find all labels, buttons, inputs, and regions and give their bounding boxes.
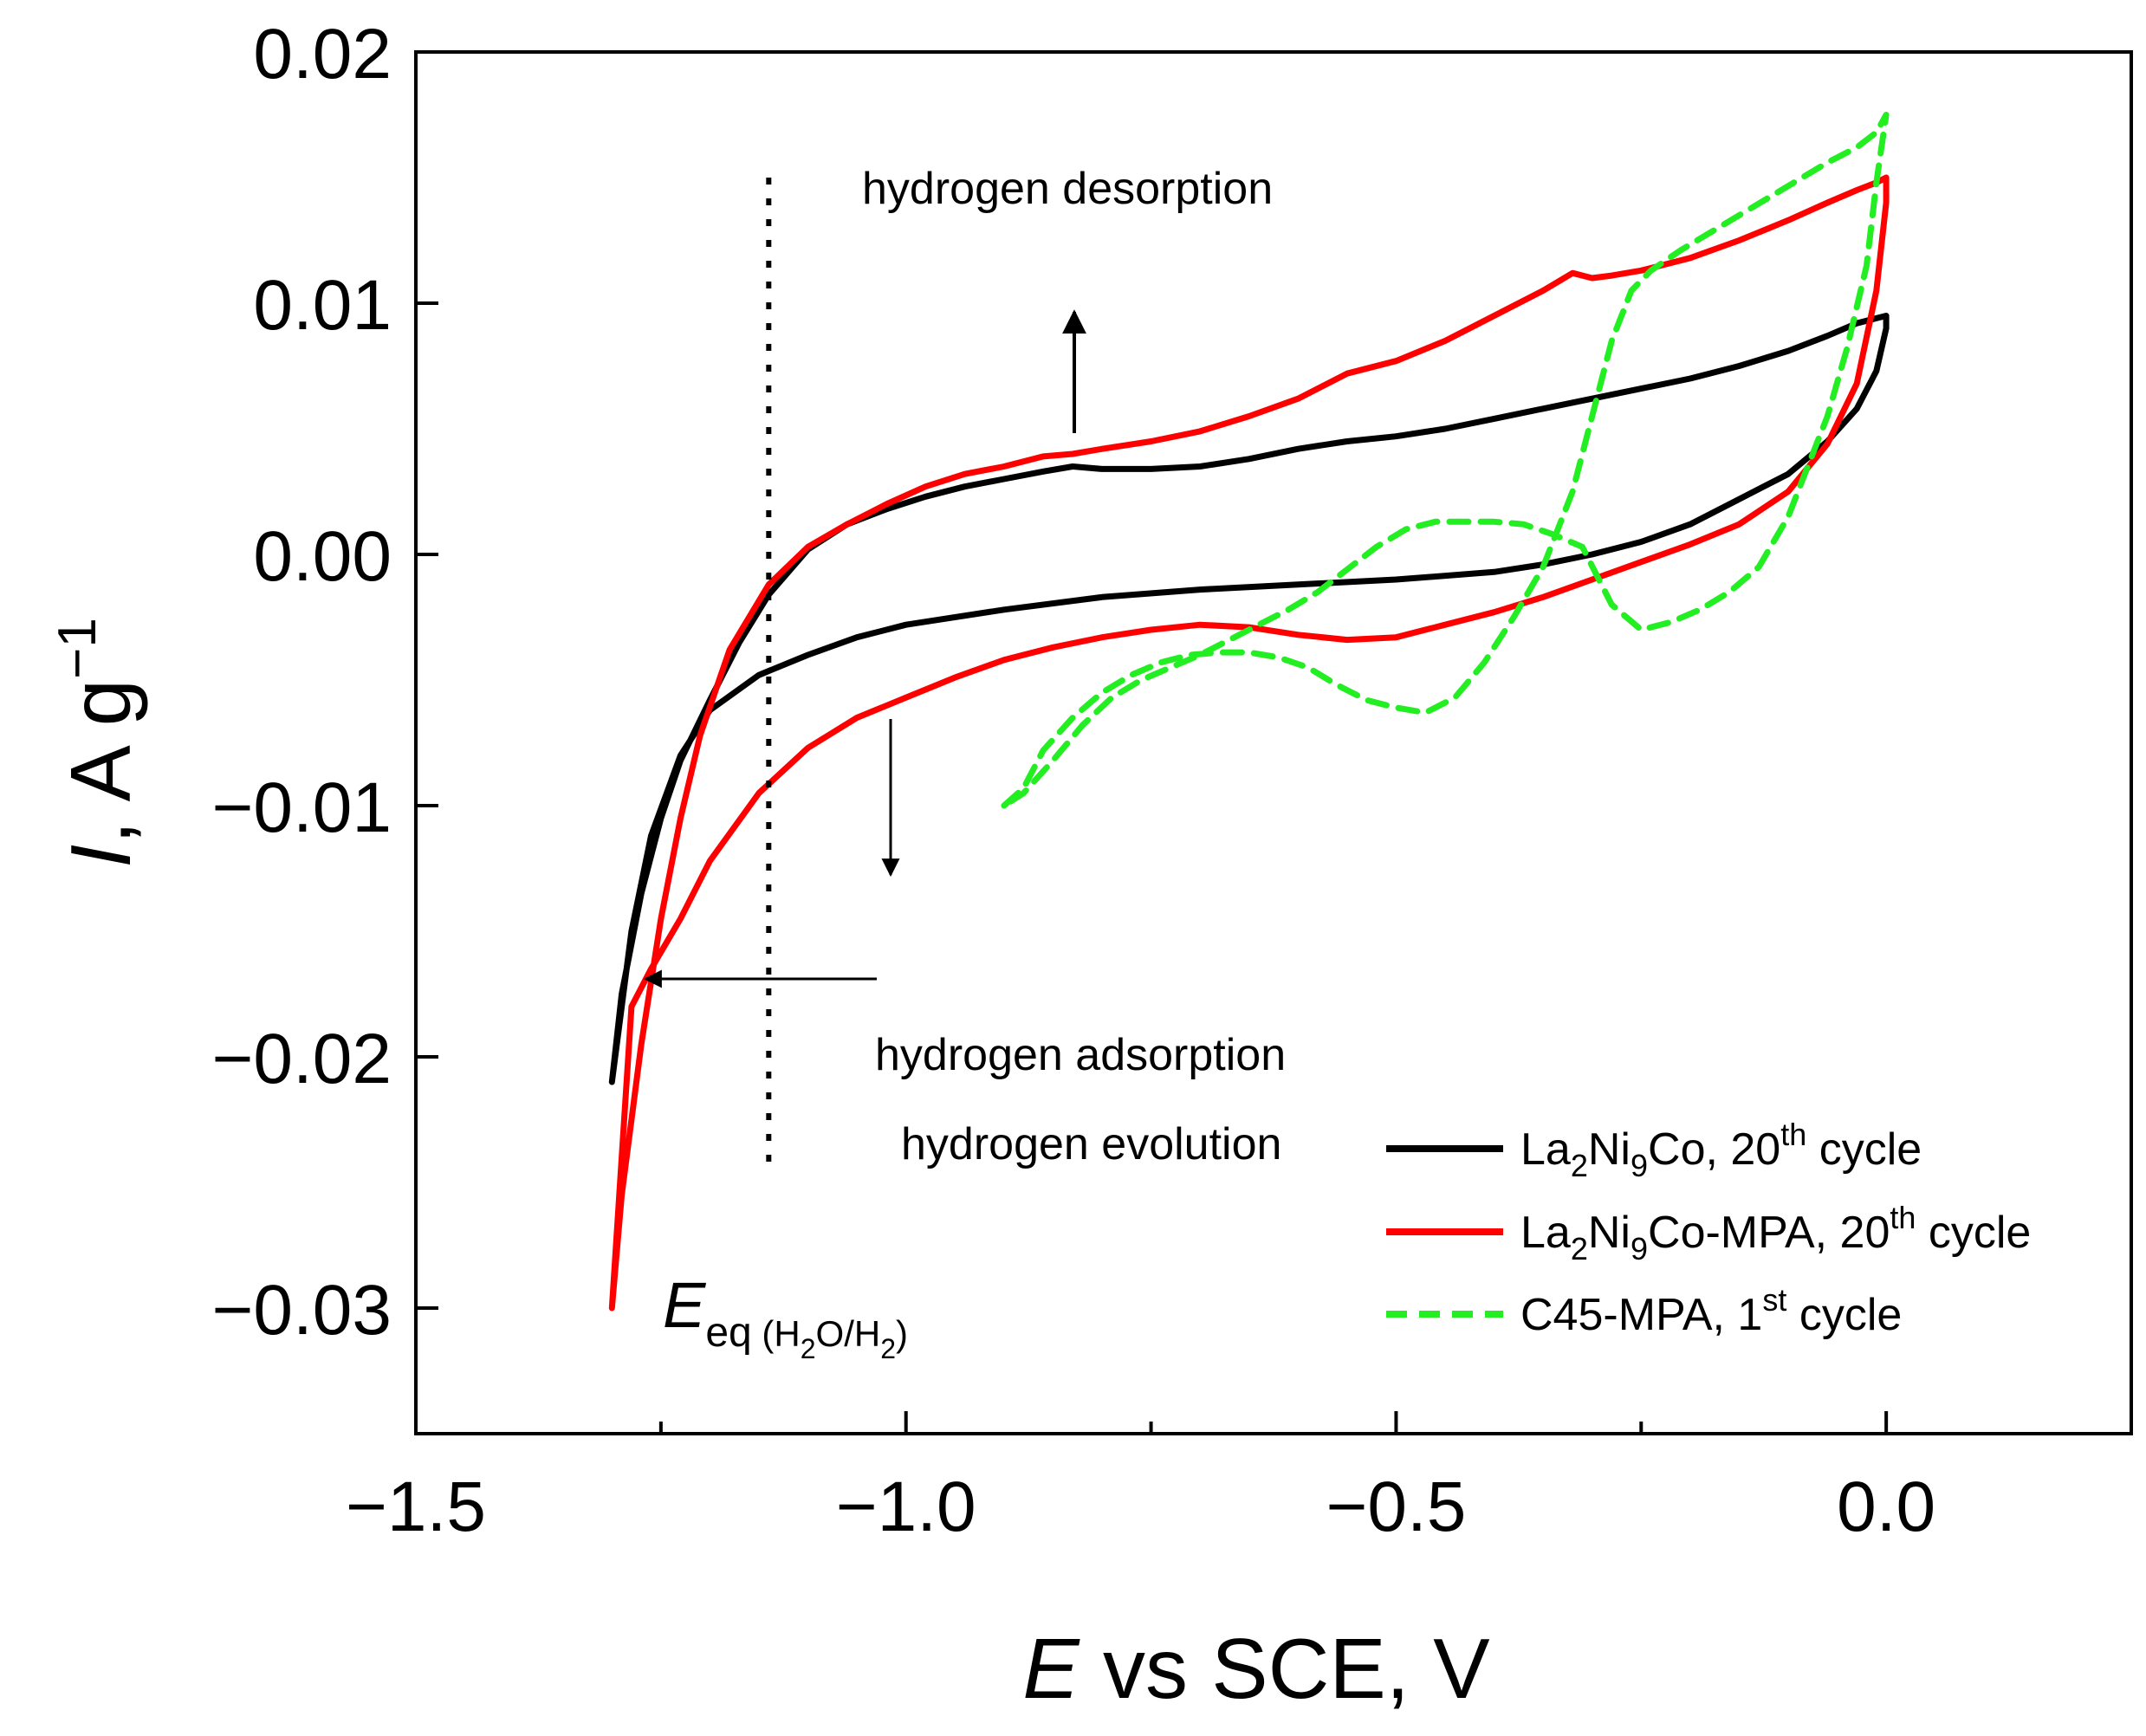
y-tick-label: −0.02 (212, 1020, 392, 1098)
y-tick-label: 0.00 (253, 517, 392, 596)
annotations: hydrogen desorption hydrogen adsorption hy… (643, 164, 1286, 1364)
axes: −1.5 −1.0 −0.5 0.0 −0.03 −0.02 −0.01 0.00 0.01 0.… (48, 15, 2133, 1716)
series-line-0 (608, 313, 1890, 1085)
eeq-label: Eeq (H2O/H2) (663, 1269, 908, 1364)
hydrogen-adsorption-label: hydrogen adsorption (875, 1030, 1286, 1080)
y-tick-label: −0.01 (212, 768, 392, 847)
y-tick-label: 0.02 (253, 15, 392, 94)
x-tick-label: 0.0 (1837, 1467, 1935, 1546)
legend-label-2: C45-MPA, 1st cycle (1520, 1282, 1902, 1340)
hydrogen-evolution-label: hydrogen evolution (901, 1119, 1281, 1169)
x-tick-label: −0.5 (1326, 1467, 1466, 1546)
y-tick-label: −0.03 (212, 1271, 392, 1350)
legend-label-1: La2Ni9Co-MPA, 20th cycle (1520, 1200, 2031, 1266)
y-tick-label: 0.01 (253, 266, 392, 345)
x-axis-title: E vs SCE, V (1022, 1621, 1489, 1716)
series-line-1 (608, 174, 1890, 1312)
x-tick-label: −1.0 (836, 1467, 976, 1546)
y-axis-title: I, A g−1 (48, 618, 148, 868)
legend: La2Ni9Co, 20th cycle La2Ni9Co-MPA, 20th c… (1386, 1117, 2031, 1340)
x-tick-label: −1.5 (346, 1467, 486, 1546)
series-line-2 (1001, 112, 1890, 809)
plot-frame (414, 50, 2133, 1435)
hydrogen-desorption-label: hydrogen desorption (862, 164, 1273, 214)
plot-area (608, 112, 1890, 1312)
legend-label-0: La2Ni9Co, 20th cycle (1520, 1117, 1922, 1183)
